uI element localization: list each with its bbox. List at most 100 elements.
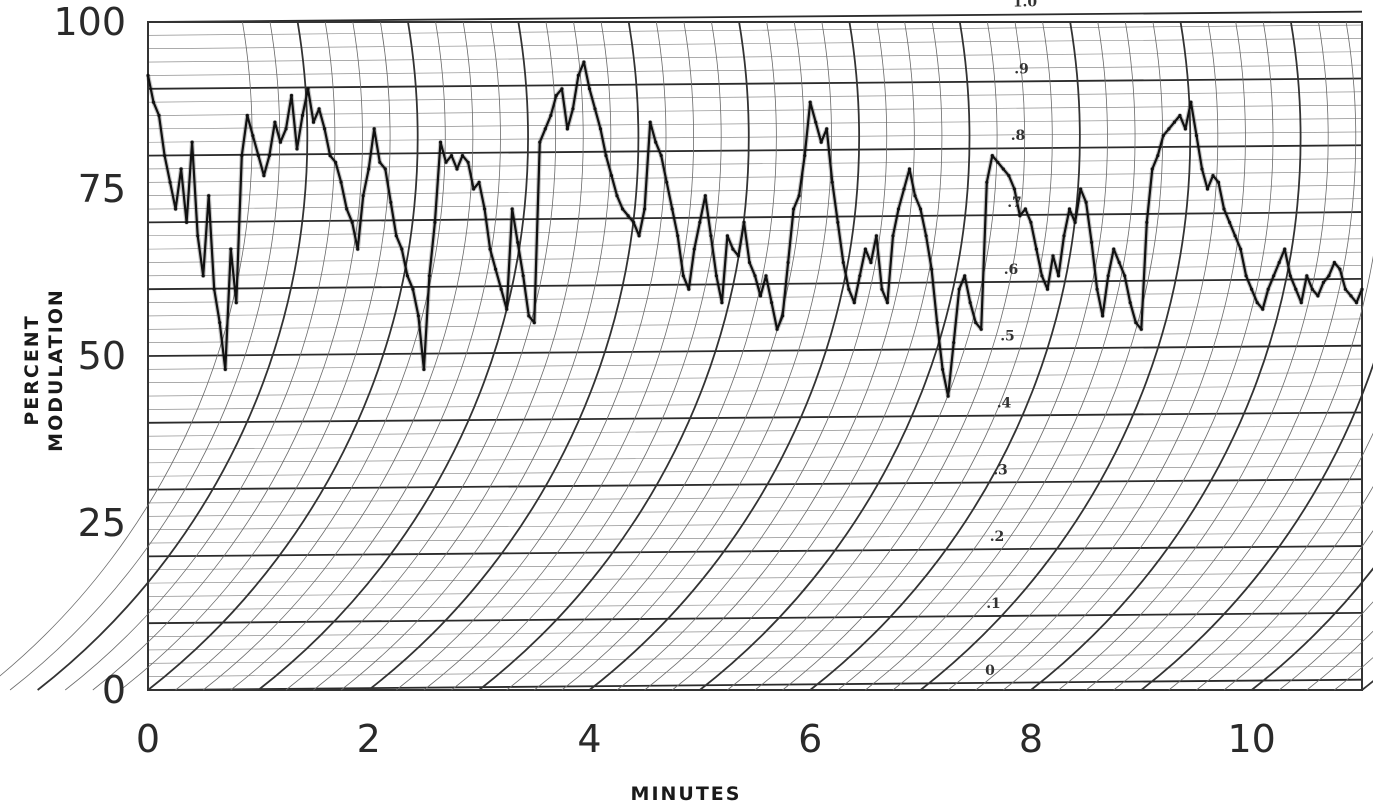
minor-time-arc [175,21,446,691]
data-point [212,287,216,291]
minor-gridline [147,639,1363,651]
data-point [858,274,862,278]
data-point [554,93,558,98]
major-time-arc [1030,21,1302,691]
data-point [317,107,321,111]
data-point [1250,287,1254,291]
data-point [979,327,983,331]
minor-time-arc [1168,432,1373,691]
data-point [328,154,332,158]
major-gridline [147,678,1363,691]
scale-label: .3 [993,462,1008,478]
data-point [1205,187,1210,191]
data-point [615,194,619,198]
minor-gridline [147,425,1363,437]
scale-label: .4 [997,396,1012,412]
data-point [571,107,575,111]
x-tick-label: 6 [798,717,822,761]
data-point [814,120,818,124]
x-tick-label: 2 [357,717,381,761]
data-point [196,234,200,238]
data-point [549,113,553,118]
data-point [1332,260,1336,265]
x-tick-label: 10 [1227,717,1275,761]
data-point [284,127,288,131]
minor-gridline [147,505,1363,517]
data-point [1045,287,1050,291]
minor-time-arc [1278,601,1373,691]
data-point [1272,274,1276,278]
minor-time-arc [9,21,281,691]
data-point [698,220,702,224]
data-point [692,247,696,251]
data-point [637,234,641,238]
data-point [1051,254,1055,258]
data-point [847,287,851,291]
data-point [731,247,735,251]
minor-time-arc [92,21,363,691]
major-time-arc [919,21,1192,691]
minor-time-arc [230,21,501,691]
data-point [157,113,161,118]
data-point [725,234,730,238]
data-point [1145,220,1149,224]
minor-gridline [147,625,1363,637]
y-axis-title-line-2: MODULATION [45,288,67,452]
minor-time-arc [892,21,1163,691]
data-point [952,341,956,345]
data-point [913,194,917,198]
data-point [665,180,669,184]
minor-gridline [147,251,1363,263]
data-point [433,220,437,224]
data-point [819,140,823,144]
data-point [758,294,763,298]
major-time-arc [1140,362,1373,691]
minor-time-arc [1223,530,1373,691]
minor-gridline [147,666,1363,677]
data-point [687,287,691,291]
data-point [256,154,260,158]
data-point [1283,247,1287,251]
major-gridline [147,611,1363,625]
data-point [604,154,608,158]
y-tick-label: 0 [102,668,126,712]
data-point [168,180,172,184]
data-point [1112,247,1116,251]
data-point [1321,280,1325,285]
data-point [400,247,404,251]
data-point [1101,314,1105,318]
minor-gridline [147,38,1363,50]
minor-time-arc [975,21,1246,691]
data-point [1183,127,1187,131]
minor-time-arc [1113,255,1373,691]
data-point [466,160,470,164]
data-point [267,154,271,158]
scale-label: .1 [986,596,1001,612]
data-point [874,234,879,238]
data-point [621,207,625,211]
scale-label: .6 [1004,262,1019,278]
minor-gridline [147,492,1363,504]
data-point [1167,127,1171,131]
data-point [494,267,498,271]
data-point [902,187,906,191]
data-point [974,321,978,325]
data-point [990,154,994,158]
data-point [593,107,597,111]
data-point [455,167,459,171]
data-point [1255,301,1259,305]
data-point [576,73,581,77]
data-point [1343,287,1347,291]
y-tick-label: 50 [78,334,126,378]
data-point [1305,274,1309,278]
data-point [1018,214,1022,218]
data-point [924,234,928,238]
data-point [1150,167,1154,171]
data-point [1117,260,1121,265]
minor-time-arc [313,21,584,691]
data-point [262,174,266,178]
minor-gridline [147,332,1363,343]
data-point [764,274,768,278]
major-gridline [147,10,1363,23]
